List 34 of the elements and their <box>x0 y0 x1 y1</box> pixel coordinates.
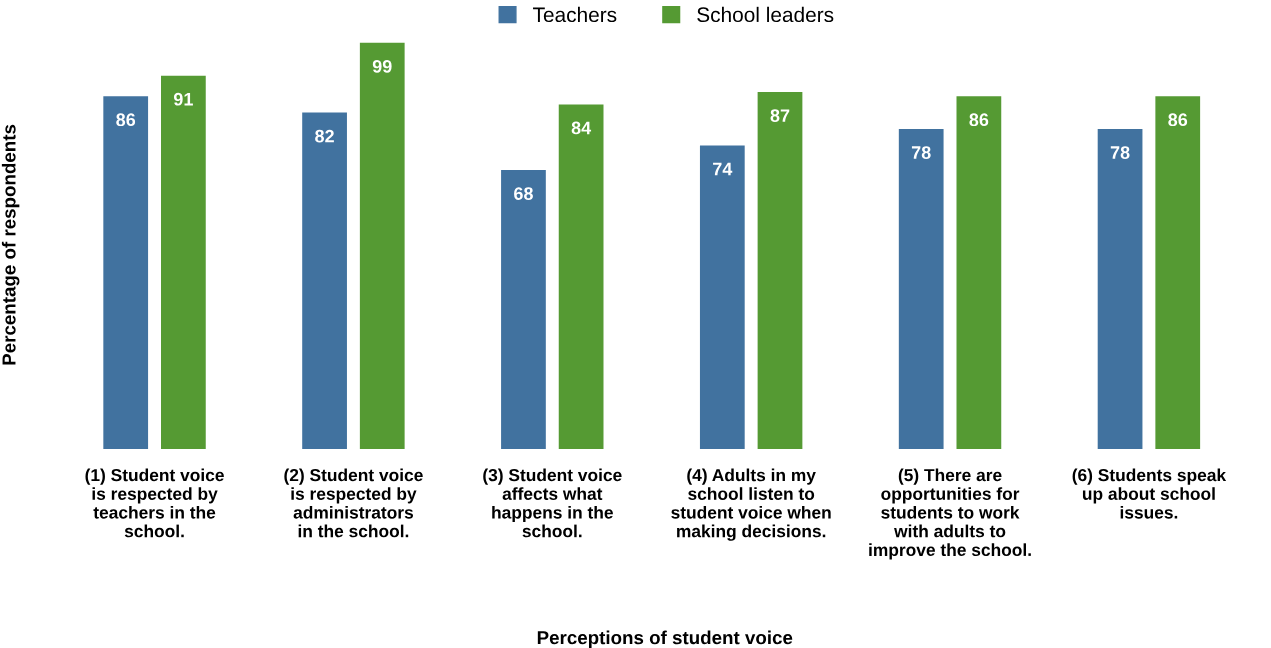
data-label: 86 <box>116 113 136 127</box>
bar <box>501 170 546 450</box>
data-label: 82 <box>315 129 334 143</box>
bar <box>359 42 405 450</box>
data-label: 87 <box>770 109 790 123</box>
x-axis-title: Perceptions of student voice <box>537 630 793 648</box>
bar <box>1155 96 1201 450</box>
data-label: 91 <box>173 92 193 106</box>
legend-label: School leaders <box>697 6 834 23</box>
data-label: 78 <box>1110 146 1130 159</box>
data-label: 86 <box>1168 113 1188 127</box>
data-label: 68 <box>514 187 533 200</box>
y-axis-title: Percentage of respondents <box>1 124 20 365</box>
bar <box>302 112 347 450</box>
bar <box>103 96 149 450</box>
bar <box>757 92 803 450</box>
x-tick-label: (4) Adults in my school listen to student voice when making decisions. <box>671 468 831 541</box>
bar <box>1097 129 1143 450</box>
bar <box>898 129 944 450</box>
legend-label: Teachers <box>533 6 617 23</box>
data-label: 78 <box>911 146 931 159</box>
bar <box>558 104 604 450</box>
x-tick-label: (6) Students speak up about school issues. <box>1072 468 1227 519</box>
x-tick-label: (2) Student voice is respected by administrators in the school. <box>284 468 423 538</box>
bar <box>161 75 206 450</box>
bar <box>956 96 1002 450</box>
data-label: 84 <box>571 121 592 135</box>
x-tick-label: (1) Student voice is respected by teachers in the school. <box>85 468 224 538</box>
data-label: 86 <box>969 113 989 127</box>
data-label: 99 <box>372 60 392 73</box>
bar <box>699 145 745 450</box>
data-label: 74 <box>713 162 733 176</box>
x-tick-label: (3) Student voice affects what happens in the school. <box>483 468 622 538</box>
x-tick-label: (5) There are opportunities for students to work with adults to improve the school. <box>869 468 1031 560</box>
